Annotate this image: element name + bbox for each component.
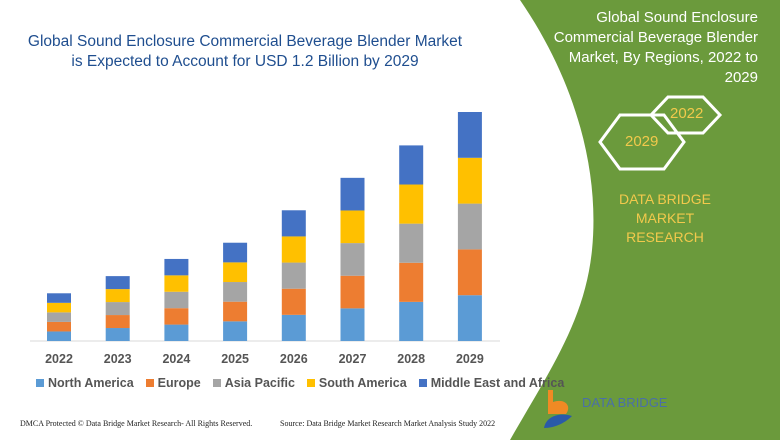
- bar-2028-north-america: [399, 301, 424, 341]
- x-tick-label: 2027: [339, 352, 367, 366]
- bar-2026-middle-east-and-africa: [281, 210, 306, 237]
- x-tick-label: 2025: [221, 352, 249, 366]
- legend-item: North America: [36, 376, 134, 390]
- logo-text: DATA BRIDGE: [582, 395, 668, 410]
- hex-label-2022: 2022: [670, 105, 704, 122]
- stacked-bar-chart: 2022 2023 2024 2025 2026 2027 2028 2029: [30, 112, 500, 366]
- legend-swatch: [145, 379, 154, 387]
- data-bridge-logo-icon: [544, 390, 572, 428]
- x-tick-label: 2023: [104, 352, 132, 366]
- bar-2023-south-america: [105, 289, 130, 303]
- bar-2027-middle-east-and-africa: [340, 177, 365, 211]
- green-panel: [510, 0, 780, 440]
- side-title-line: Global Sound Enclosure: [596, 9, 758, 26]
- hexagon-2029: [598, 113, 686, 171]
- x-tick-label: 2026: [280, 352, 308, 366]
- bar-2027-north-america: [340, 308, 365, 341]
- bar-2024-europe: [164, 308, 189, 325]
- bar-2024-north-america: [164, 324, 189, 341]
- legend-item: South America: [306, 376, 407, 390]
- side-title-line: Market, By Regions, 2022 to: [568, 49, 758, 66]
- legend-item: Europe: [145, 376, 201, 390]
- legend-swatch: [418, 379, 427, 387]
- bar-2029-asia-pacific: [457, 203, 482, 250]
- bar-2024-asia-pacific: [164, 291, 189, 309]
- bar-2029-south-america: [457, 157, 482, 204]
- side-title-line: Commercial Beverage Blender: [553, 29, 758, 46]
- legend-label: South America: [318, 376, 407, 390]
- legend-label: Europe: [157, 376, 201, 390]
- bar-2025-north-america: [223, 321, 248, 341]
- title-line-2: is Expected to Account for USD 1.2 Billi…: [71, 53, 419, 70]
- bar-2025-middle-east-and-africa: [223, 242, 248, 263]
- title-line-1: Global Sound Enclosure Commercial Bevera…: [27, 33, 463, 50]
- x-tick-label: 2022: [45, 352, 73, 366]
- bar-2027-asia-pacific: [340, 243, 365, 276]
- bar-2028-south-america: [399, 184, 424, 224]
- bar-2024-middle-east-and-africa: [164, 258, 189, 276]
- legend-item: Middle East and Africa: [418, 376, 565, 390]
- dmca-notice: DMCA Protected © Data Bridge Market Rese…: [20, 419, 253, 428]
- legend-swatch: [36, 379, 44, 387]
- legend-swatch: [212, 379, 221, 387]
- brand-text: DATA BRIDGE MARKET RESEARCH: [590, 190, 740, 247]
- bar-2026-asia-pacific: [281, 262, 306, 289]
- chart-legend: North America Europe Asia Pacific South Ame…: [36, 376, 564, 390]
- bar-2024-south-america: [164, 275, 189, 292]
- bar-2023-north-america: [105, 328, 130, 341]
- bar-2022-middle-east-and-africa: [47, 293, 71, 303]
- brand-line: DATA BRIDGE MARKET: [618, 191, 712, 226]
- page-title: Global Sound Enclosure Commercial Bevera…: [20, 32, 470, 72]
- bar-2027-south-america: [340, 210, 365, 244]
- legend-label: North America: [48, 376, 134, 390]
- source-note: Source: Data Bridge Market Research Mark…: [280, 419, 496, 428]
- bar-2023-asia-pacific: [105, 302, 130, 316]
- x-tick-label: 2024: [162, 352, 190, 366]
- x-tick-label: 2028: [397, 352, 425, 366]
- bar-2029-middle-east-and-africa: [457, 112, 482, 158]
- side-panel-title: Global Sound Enclosure Commercial Bevera…: [518, 8, 758, 88]
- x-tick-label: 2029: [456, 352, 484, 366]
- side-title-line: 2029: [724, 69, 758, 86]
- brand-line: RESEARCH: [626, 229, 704, 245]
- bar-2027-europe: [340, 275, 365, 309]
- bar-2025-europe: [223, 301, 248, 322]
- bar-2023-europe: [105, 315, 130, 329]
- bar-2025-south-america: [223, 262, 248, 283]
- bar-2026-north-america: [281, 314, 306, 341]
- legend-item: Asia Pacific: [212, 376, 295, 390]
- bar-2029-north-america: [457, 295, 482, 341]
- legend-label: Middle East and Africa: [430, 376, 565, 390]
- bar-2025-asia-pacific: [223, 282, 248, 302]
- bar-2022-north-america: [47, 331, 71, 341]
- bar-2028-europe: [399, 262, 424, 302]
- bar-2028-middle-east-and-africa: [399, 145, 424, 185]
- bar-2023-middle-east-and-africa: [105, 276, 130, 290]
- bar-2022-europe: [47, 321, 71, 332]
- bar-2022-south-america: [47, 302, 71, 313]
- hex-label-2029: 2029: [625, 133, 659, 150]
- bar-2028-asia-pacific: [399, 223, 424, 263]
- bar-2029-europe: [457, 249, 482, 296]
- bar-2026-europe: [281, 288, 306, 315]
- bar-2026-south-america: [281, 236, 306, 263]
- legend-swatch: [306, 379, 315, 387]
- legend-label: Asia Pacific: [224, 376, 295, 390]
- bar-2022-asia-pacific: [47, 312, 71, 322]
